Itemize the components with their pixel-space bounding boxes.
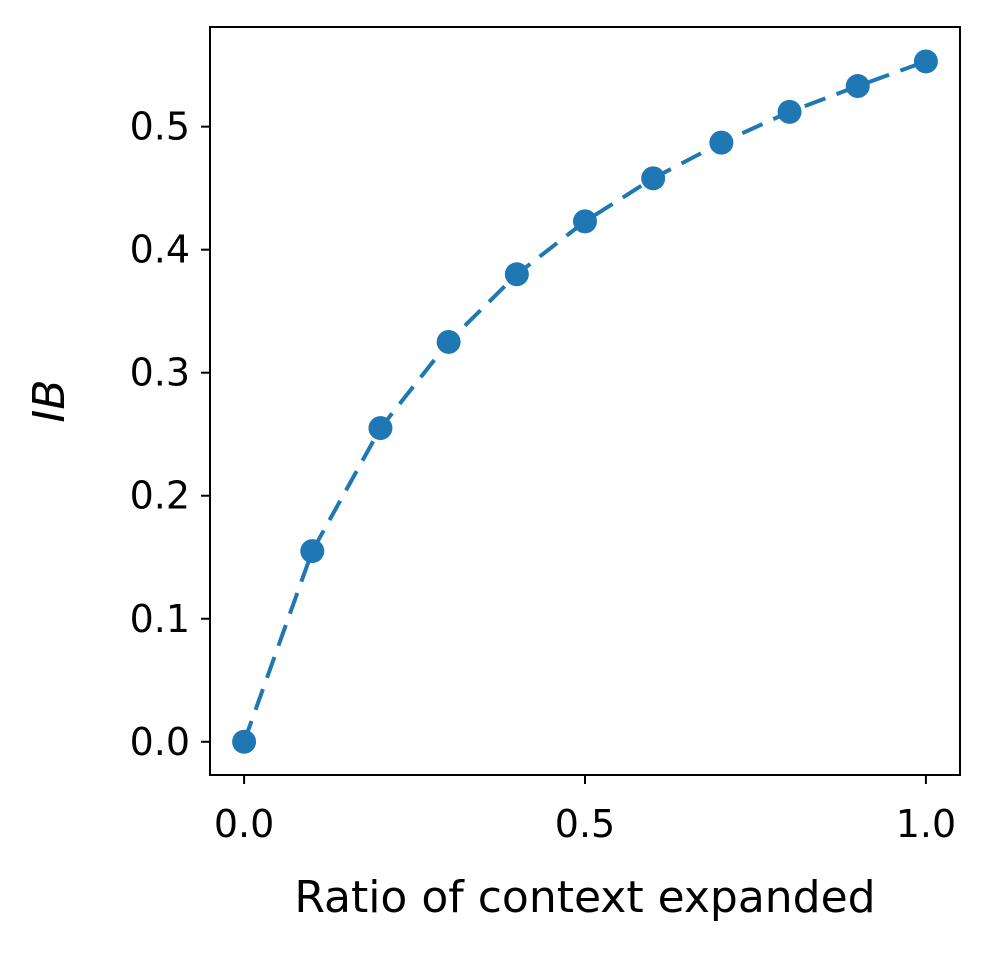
data-point [368,416,393,441]
series-line [242,59,927,743]
x-tick-label: 0.5 [555,802,615,846]
series-layer [232,49,938,754]
data-point [300,539,325,564]
y-tick-label: 0.4 [130,228,190,272]
data-point [913,49,938,74]
data-point [436,329,461,354]
data-point [573,209,597,234]
x-axis-label: Ratio of context expanded [294,872,875,923]
data-point [641,166,666,191]
y-tick-label: 0.3 [130,351,190,395]
plot-frame [209,26,961,776]
data-point [504,262,529,287]
y-tick-label: 0.0 [130,720,190,764]
data-point [232,729,257,754]
data-point [777,99,802,124]
y-tick-label: 0.2 [130,474,190,518]
data-point [709,130,734,155]
x-tick-label: 0.0 [214,802,274,846]
x-tick-label: 1.0 [896,802,956,846]
y-axis-label: IB [24,379,75,422]
x-axis: 0.0 0.5 1.0 [214,775,956,846]
data-point [845,74,870,99]
y-tick-label: 0.5 [130,105,190,149]
y-tick-label: 0.1 [130,597,190,641]
y-axis: 0.0 0.1 0.2 0.3 0.4 0.5 [130,105,210,764]
